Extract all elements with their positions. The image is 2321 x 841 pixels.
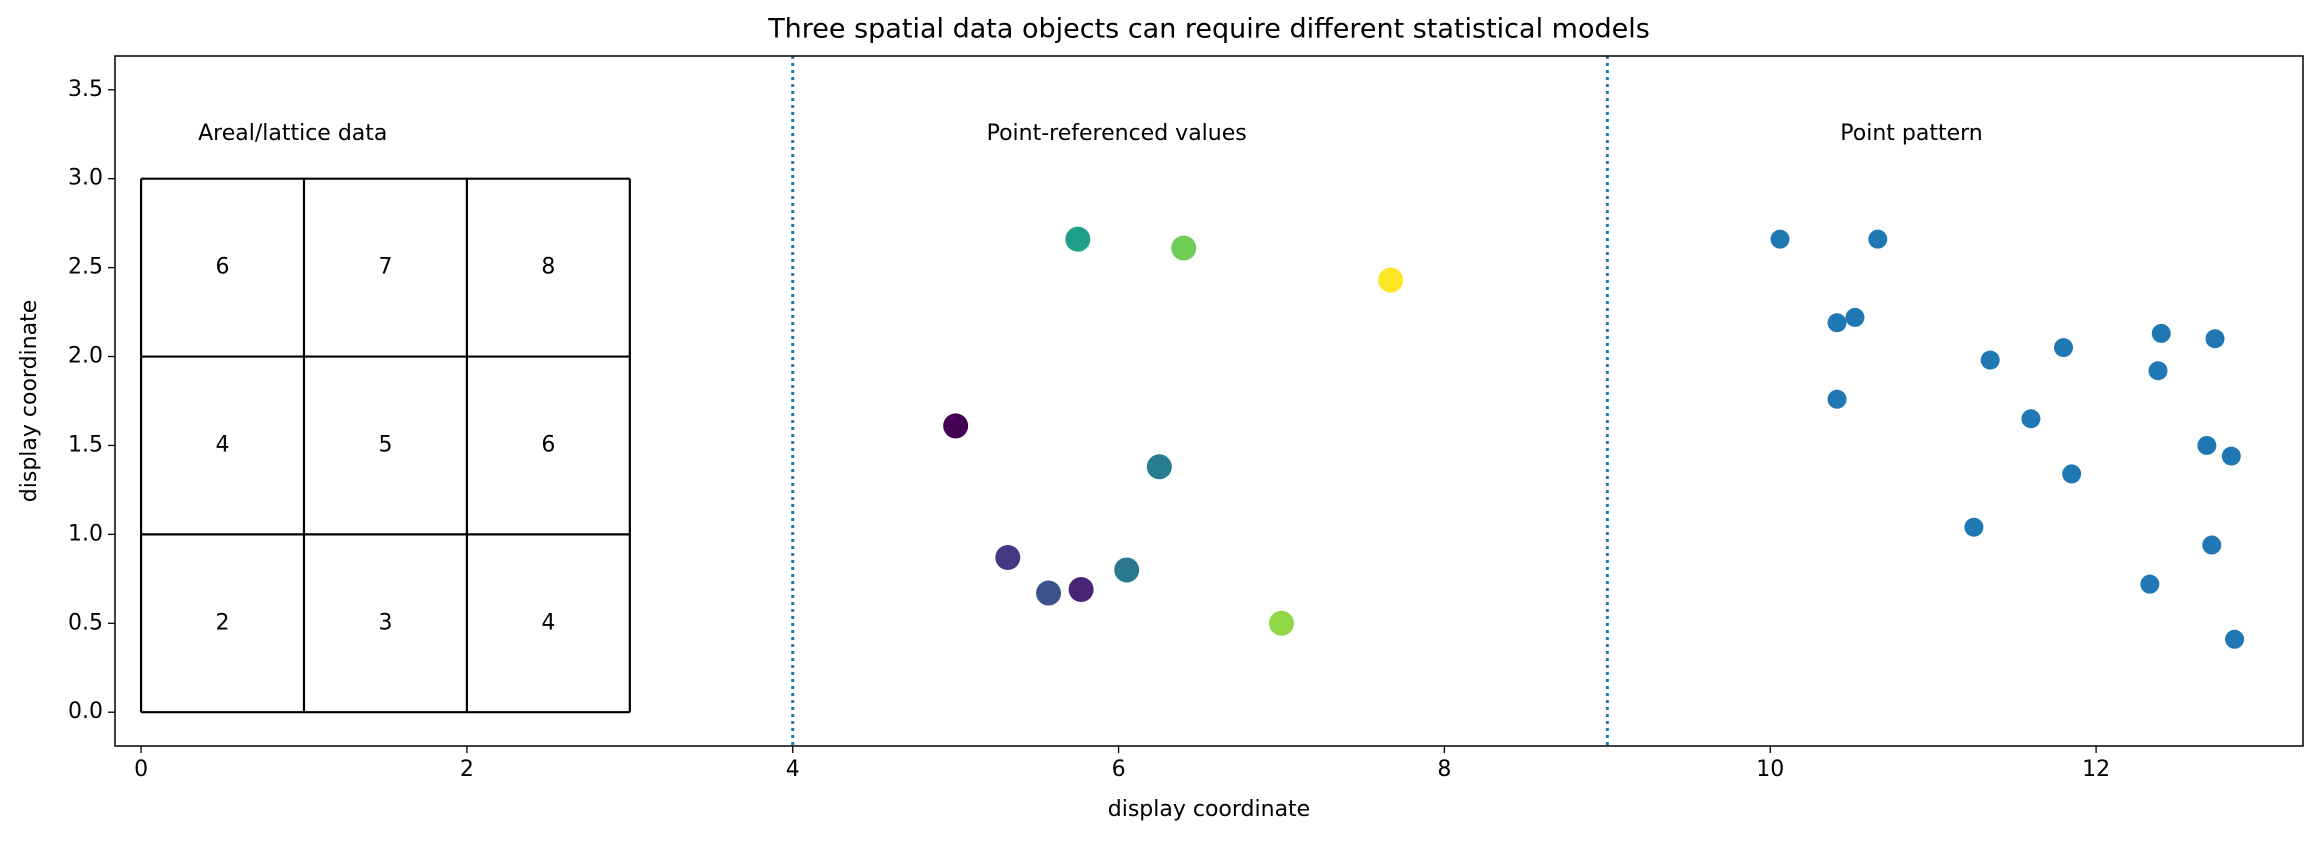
y-tick-label: 3.0 <box>68 166 103 191</box>
point <box>1770 229 1790 249</box>
y-tick-label: 0.0 <box>68 699 103 724</box>
point <box>2205 329 2225 349</box>
lattice-value: 2 <box>216 610 230 635</box>
point <box>943 413 969 439</box>
y-tick-label: 3.5 <box>68 77 103 102</box>
point <box>2062 464 2082 484</box>
point <box>1068 577 1094 603</box>
point <box>1268 610 1294 636</box>
annotation: Point pattern <box>1840 121 1982 146</box>
point <box>1980 350 2000 370</box>
point <box>1378 267 1404 293</box>
lattice-value: 6 <box>216 255 230 280</box>
point <box>1868 229 1888 249</box>
x-tick-label: 2 <box>460 757 474 782</box>
point <box>1827 313 1847 333</box>
point <box>1114 557 1140 583</box>
point <box>995 544 1021 570</box>
point <box>1964 517 1984 537</box>
y-tick-label: 1.0 <box>68 521 103 546</box>
chart-title: Three spatial data objects can require d… <box>767 14 1650 45</box>
y-tick-label: 2.0 <box>68 344 103 369</box>
point <box>2197 435 2217 455</box>
point <box>2021 409 2041 429</box>
y-tick-label: 0.5 <box>68 610 103 635</box>
point <box>2140 574 2160 594</box>
lattice-value: 7 <box>378 255 392 280</box>
lattice-value: 5 <box>378 432 392 457</box>
lattice-value: 3 <box>378 610 392 635</box>
point <box>2148 361 2168 381</box>
point <box>2054 338 2074 358</box>
x-tick-label: 8 <box>1437 757 1451 782</box>
lattice-value: 4 <box>216 432 230 457</box>
point <box>1171 235 1197 261</box>
plot-frame <box>114 55 2304 747</box>
point <box>1827 389 1847 409</box>
x-tick-label: 0 <box>134 757 148 782</box>
x-tick-label: 10 <box>1756 757 1784 782</box>
x-tick-label: 4 <box>786 757 800 782</box>
lattice-value: 6 <box>541 432 555 457</box>
point <box>1845 307 1865 327</box>
y-axis-label: display coordinate <box>17 300 42 502</box>
lattice-value: 4 <box>541 610 555 635</box>
point <box>2151 323 2171 343</box>
x-tick-label: 12 <box>2082 757 2110 782</box>
point <box>2221 446 2241 466</box>
y-tick-label: 1.5 <box>68 432 103 457</box>
point <box>1065 226 1091 252</box>
point <box>2202 535 2222 555</box>
x-tick-label: 6 <box>1112 757 1126 782</box>
point <box>2225 629 2245 649</box>
annotation: Point-referenced values <box>987 121 1247 146</box>
point <box>1036 580 1062 606</box>
y-tick-label: 2.5 <box>68 255 103 280</box>
x-axis-label: display coordinate <box>1108 797 1310 822</box>
point <box>1146 454 1172 480</box>
annotation: Areal/lattice data <box>198 121 387 146</box>
lattice-value: 8 <box>541 255 555 280</box>
